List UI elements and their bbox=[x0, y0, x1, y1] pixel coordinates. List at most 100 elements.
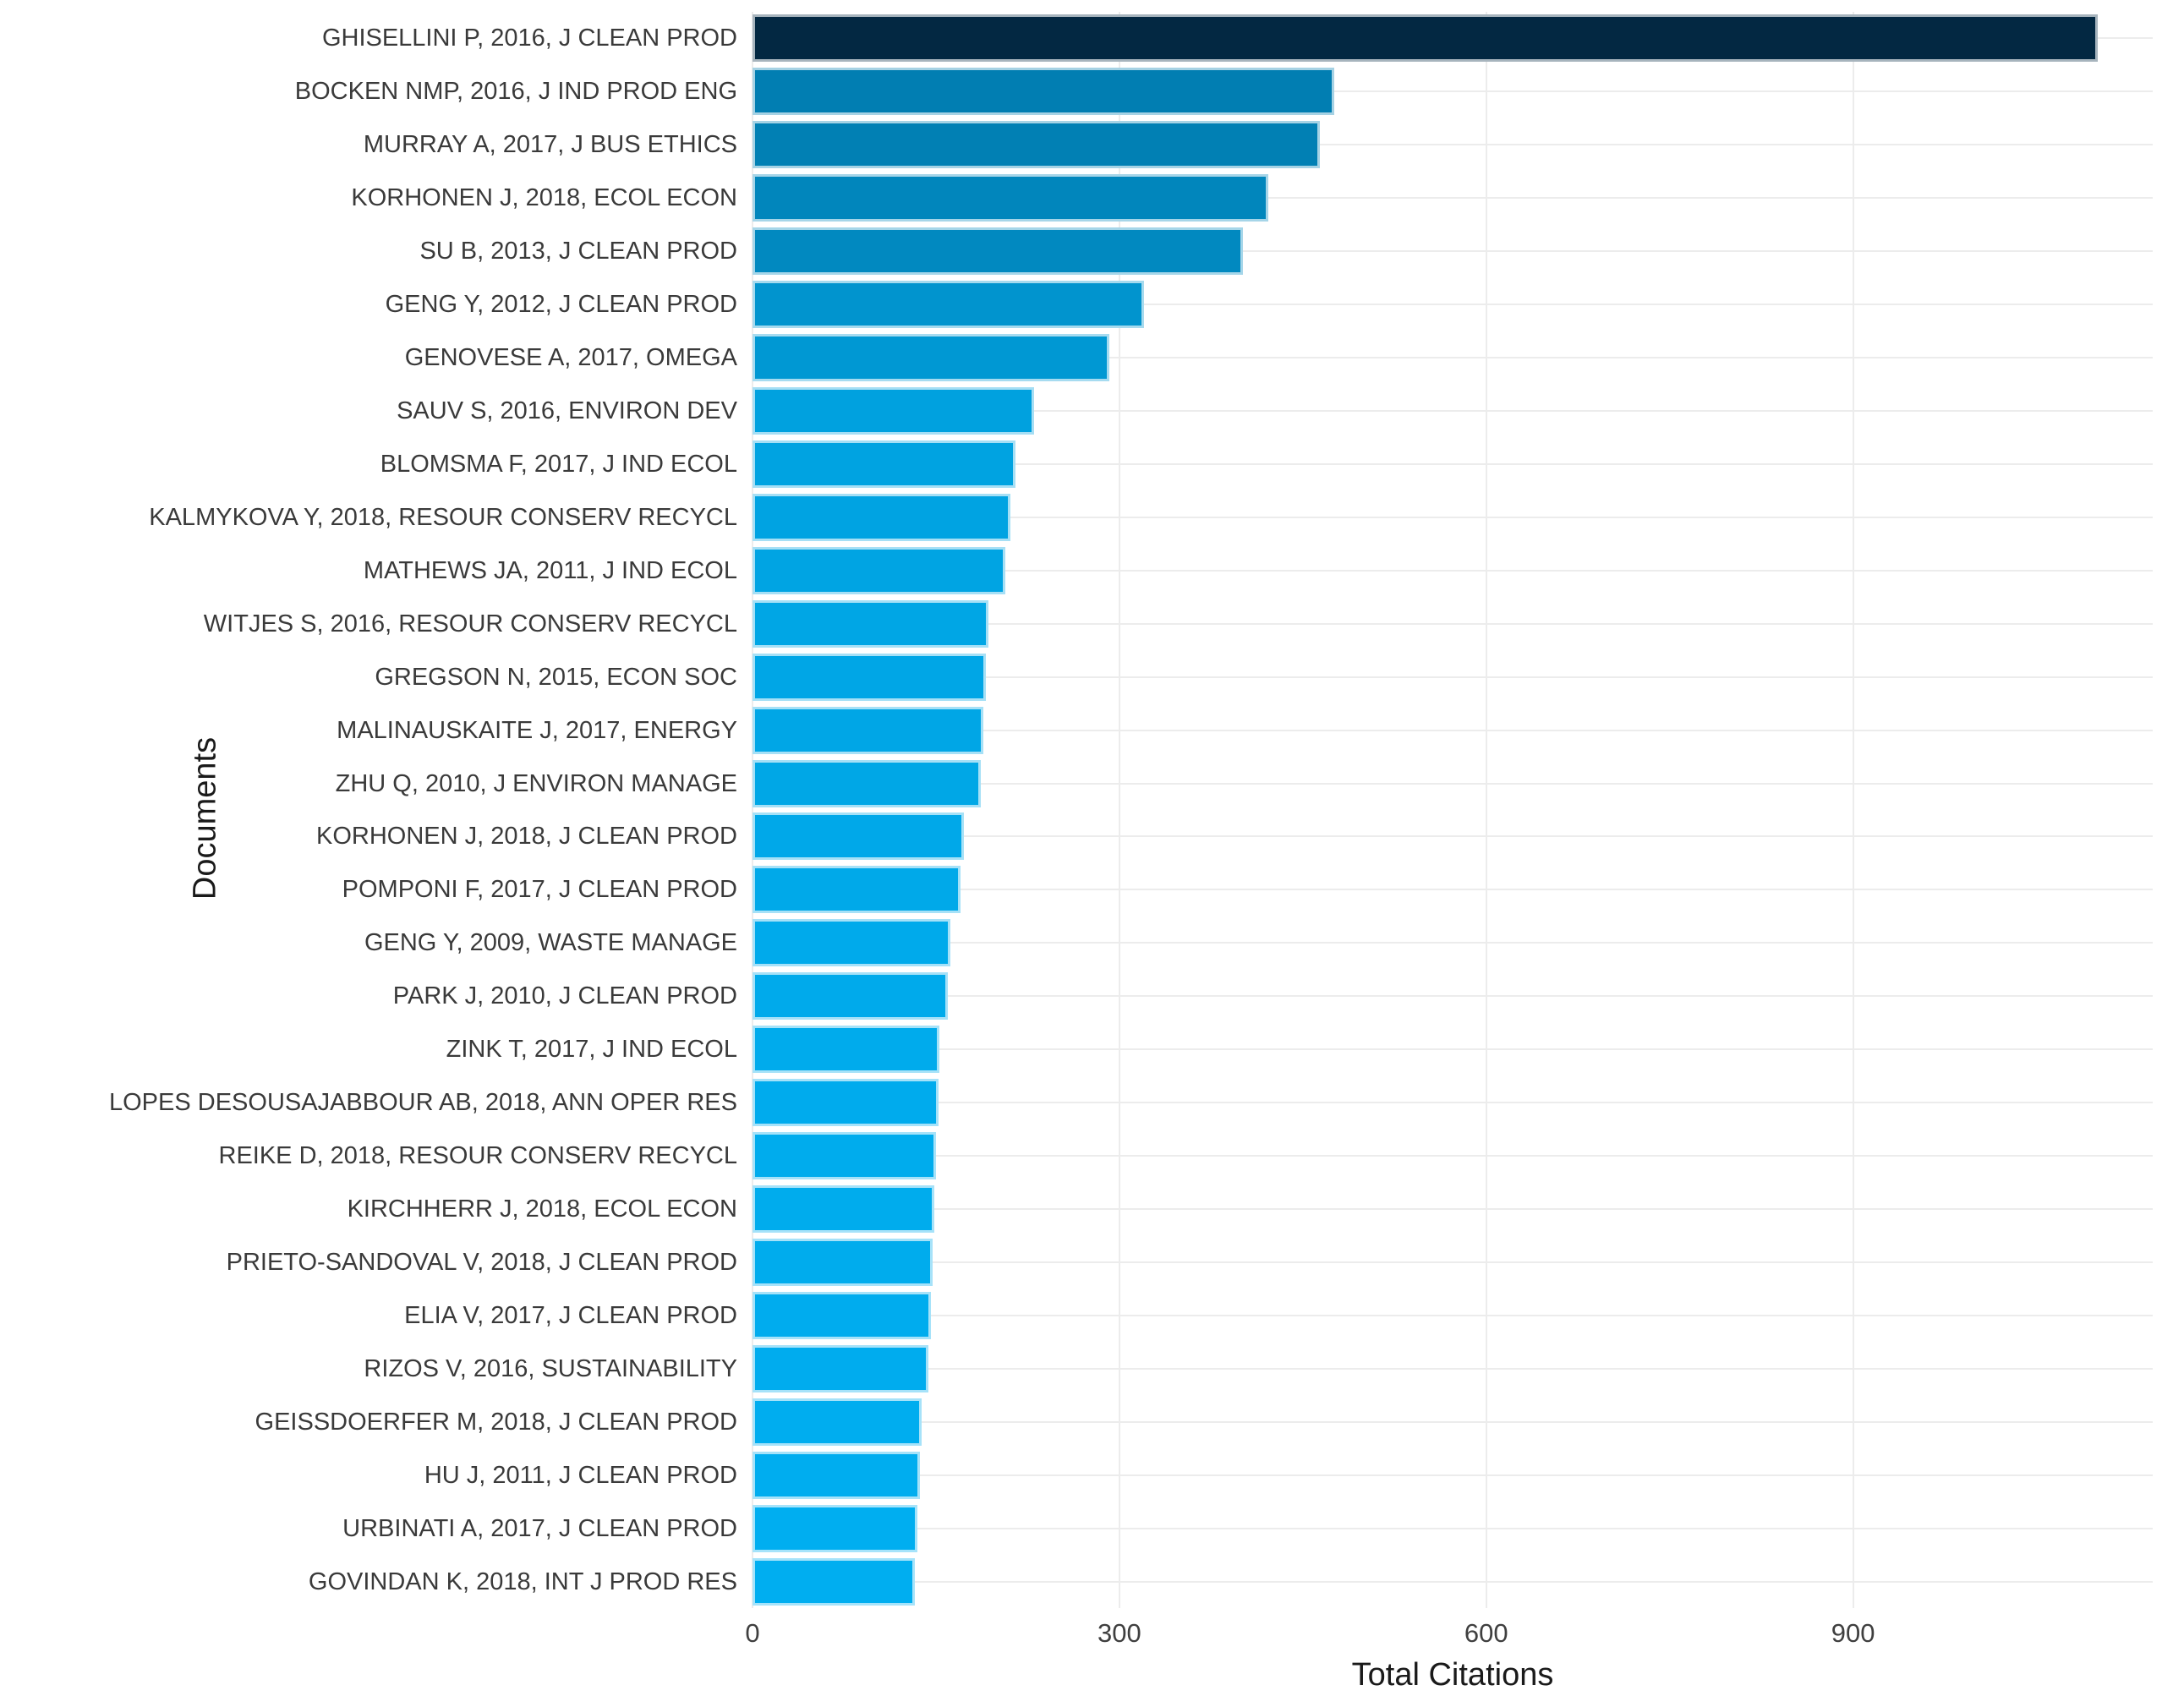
category-label: MALINAUSKAITE J, 2017, ENERGY bbox=[337, 716, 737, 744]
category-gridline bbox=[753, 1048, 2153, 1051]
category-label: KALMYKOVA Y, 2018, RESOUR CONSERV RECYCL bbox=[149, 503, 737, 531]
category-gridline bbox=[753, 304, 2153, 306]
x-gridline bbox=[752, 12, 753, 1608]
category-gridline bbox=[753, 1102, 2153, 1104]
bar bbox=[753, 1398, 922, 1446]
x-gridline bbox=[1118, 12, 1120, 1608]
bar bbox=[753, 759, 981, 807]
category-label: GENG Y, 2012, J CLEAN PROD bbox=[385, 291, 737, 319]
category-label: MATHEWS JA, 2011, J IND ECOL bbox=[363, 556, 737, 584]
category-label: KORHONEN J, 2018, J CLEAN PROD bbox=[316, 823, 737, 851]
category-label: ZHU Q, 2010, J ENVIRON MANAGE bbox=[335, 769, 737, 797]
bar bbox=[753, 1026, 939, 1074]
category-gridline bbox=[753, 1474, 2153, 1476]
x-axis-title: Total Citations bbox=[1351, 1657, 1554, 1693]
bar bbox=[753, 174, 1268, 222]
category-label: REIKE D, 2018, RESOUR CONSERV RECYCL bbox=[218, 1142, 738, 1170]
category-gridline bbox=[753, 942, 2153, 944]
category-label: SU B, 2013, J CLEAN PROD bbox=[419, 238, 737, 265]
category-gridline bbox=[753, 197, 2153, 200]
bar bbox=[753, 1079, 939, 1127]
category-gridline bbox=[753, 1420, 2153, 1423]
category-label: GHISELLINI P, 2016, J CLEAN PROD bbox=[321, 25, 737, 52]
category-label: BOCKEN NMP, 2016, J IND PROD ENG bbox=[294, 78, 737, 106]
category-label: RIZOS V, 2016, SUSTAINABILITY bbox=[364, 1354, 737, 1382]
category-label: URBINATI A, 2017, J CLEAN PROD bbox=[342, 1514, 737, 1542]
bar bbox=[753, 546, 1005, 594]
bar bbox=[753, 493, 1010, 541]
bar bbox=[753, 1557, 915, 1606]
bar bbox=[753, 706, 983, 754]
category-gridline bbox=[753, 676, 2153, 678]
category-label: ZINK T, 2017, J IND ECOL bbox=[446, 1036, 737, 1064]
x-tick-label: 900 bbox=[1831, 1618, 1875, 1648]
category-gridline bbox=[753, 1261, 2153, 1263]
category-label: PARK J, 2010, J CLEAN PROD bbox=[392, 982, 737, 1010]
bar bbox=[753, 1238, 933, 1286]
category-gridline bbox=[753, 90, 2153, 93]
bar bbox=[753, 1504, 917, 1552]
bar bbox=[753, 1185, 934, 1233]
category-label: HU J, 2011, J CLEAN PROD bbox=[424, 1461, 737, 1489]
bar bbox=[753, 14, 2098, 63]
category-label: POMPONI F, 2017, J CLEAN PROD bbox=[342, 876, 737, 904]
category-gridline bbox=[753, 516, 2153, 518]
bar bbox=[753, 919, 950, 967]
bar bbox=[753, 812, 964, 861]
category-label: GENOVESE A, 2017, OMEGA bbox=[404, 344, 737, 372]
bar bbox=[753, 440, 1015, 488]
category-label: PRIETO-SANDOVAL V, 2018, J CLEAN PROD bbox=[226, 1248, 737, 1276]
category-label: GEISSDOERFER M, 2018, J CLEAN PROD bbox=[255, 1408, 737, 1436]
bar bbox=[753, 1451, 920, 1499]
category-label: MURRAY A, 2017, J BUS ETHICS bbox=[363, 131, 737, 159]
category-label: KORHONEN J, 2018, ECOL ECON bbox=[351, 184, 737, 212]
category-gridline bbox=[753, 569, 2153, 572]
category-gridline bbox=[753, 462, 2153, 465]
bar bbox=[753, 599, 988, 648]
category-gridline bbox=[753, 357, 2153, 359]
bar bbox=[753, 227, 1243, 276]
category-label: ELIA V, 2017, J CLEAN PROD bbox=[404, 1301, 737, 1329]
bar bbox=[753, 972, 948, 1020]
bar bbox=[753, 1291, 931, 1339]
category-gridline bbox=[753, 1580, 2153, 1583]
category-gridline bbox=[753, 995, 2153, 998]
category-label: GENG Y, 2009, WASTE MANAGE bbox=[364, 929, 737, 957]
bar bbox=[753, 334, 1109, 382]
category-label: WITJES S, 2016, RESOUR CONSERV RECYCL bbox=[203, 610, 737, 637]
category-label: GREGSON N, 2015, ECON SOC bbox=[375, 663, 737, 691]
category-gridline bbox=[753, 250, 2153, 253]
category-label: LOPES DESOUSAJABBOUR AB, 2018, ANN OPER … bbox=[109, 1089, 737, 1117]
x-gridline bbox=[1852, 12, 1854, 1608]
x-tick-label: 0 bbox=[745, 1618, 760, 1648]
category-gridline bbox=[753, 835, 2153, 838]
category-gridline bbox=[753, 729, 2153, 731]
category-gridline bbox=[753, 144, 2153, 146]
category-gridline bbox=[753, 1155, 2153, 1157]
category-label: GOVINDAN K, 2018, INT J PROD RES bbox=[308, 1567, 737, 1595]
category-gridline bbox=[753, 1367, 2153, 1370]
category-gridline bbox=[753, 1527, 2153, 1529]
bar bbox=[753, 281, 1144, 329]
bar bbox=[753, 387, 1034, 435]
bar bbox=[753, 866, 961, 914]
x-gridline bbox=[1485, 12, 1487, 1608]
bar bbox=[753, 653, 986, 701]
category-gridline bbox=[753, 1314, 2153, 1316]
category-label: BLOMSMA F, 2017, J IND ECOL bbox=[380, 450, 737, 478]
bar bbox=[753, 1132, 936, 1180]
category-gridline bbox=[753, 1208, 2153, 1210]
bar bbox=[753, 68, 1334, 116]
x-tick-label: 300 bbox=[1097, 1618, 1141, 1648]
x-tick-label: 600 bbox=[1464, 1618, 1508, 1648]
bar bbox=[753, 121, 1320, 169]
bar bbox=[753, 1344, 928, 1392]
category-gridline bbox=[753, 622, 2153, 625]
category-gridline bbox=[753, 410, 2153, 412]
category-label: KIRCHHERR J, 2018, ECOL ECON bbox=[347, 1195, 737, 1223]
plot-panel bbox=[752, 12, 2153, 1608]
category-gridline bbox=[753, 782, 2153, 785]
category-label: SAUV S, 2016, ENVIRON DEV bbox=[397, 397, 737, 424]
y-axis-title: Documents bbox=[187, 736, 223, 900]
